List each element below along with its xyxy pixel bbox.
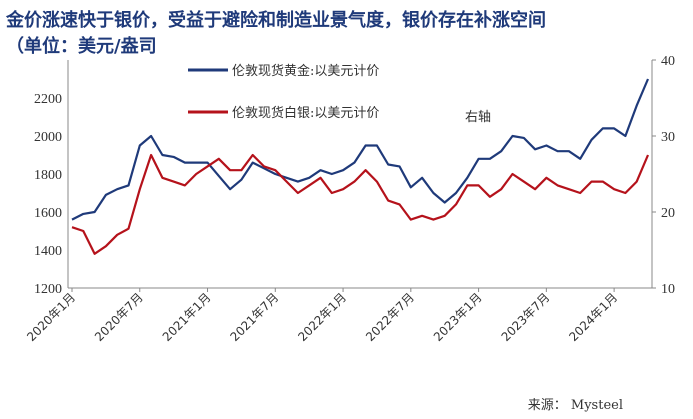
right-axis-note: 右轴 bbox=[465, 110, 491, 125]
left-tick-label: 1800 bbox=[34, 168, 62, 183]
x-tick-label: 2020年7月 bbox=[92, 290, 146, 344]
legend-silver-label: 伦敦现货白银:以美元计价 bbox=[232, 105, 379, 121]
x-tick-label: 2022年7月 bbox=[363, 290, 417, 344]
x-tick-label: 2024年1月 bbox=[566, 290, 620, 344]
x-axis: 2020年1月 2020年7月 2021年1月 2021年7月 2022年1月 2022年… bbox=[24, 288, 620, 344]
series-lines bbox=[71, 78, 650, 255]
left-tick-label: 1200 bbox=[34, 282, 62, 297]
x-tick-label: 2022年1月 bbox=[295, 290, 349, 344]
x-tick-label: 2020年1月 bbox=[24, 290, 78, 344]
left-tick-label: 1600 bbox=[34, 206, 62, 221]
x-tick-label: 2023年1月 bbox=[431, 290, 485, 344]
left-tick-label: 1400 bbox=[34, 244, 62, 259]
chart-title: 金价涨速快于银价，受益于避险和制造业景气度，银价存在补涨空间（单位：美元/盎司 bbox=[6, 10, 546, 57]
x-tick-label: 2021年1月 bbox=[160, 290, 214, 344]
silver-price-line bbox=[71, 153, 650, 255]
gold-price-line bbox=[71, 78, 650, 221]
x-tick-label: 2023年7月 bbox=[499, 290, 553, 344]
right-tick-label: 20 bbox=[661, 206, 675, 221]
legend-gold-label: 伦敦现货黄金:以美元计价 bbox=[232, 63, 379, 79]
left-tick-label: 2200 bbox=[34, 92, 62, 107]
right-tick-label: 40 bbox=[661, 54, 675, 69]
left-tick-label: 2000 bbox=[34, 130, 62, 145]
right-y-axis: 10 20 30 40 bbox=[652, 54, 675, 297]
left-y-axis: 1200 1400 1600 1800 2000 2200 bbox=[34, 92, 62, 297]
right-tick-label: 30 bbox=[661, 130, 675, 145]
source-note: 来源： Mysteel bbox=[527, 398, 623, 413]
right-tick-label: 10 bbox=[661, 282, 675, 297]
x-tick-label: 2021年7月 bbox=[228, 290, 282, 344]
plot-frame bbox=[67, 60, 653, 289]
